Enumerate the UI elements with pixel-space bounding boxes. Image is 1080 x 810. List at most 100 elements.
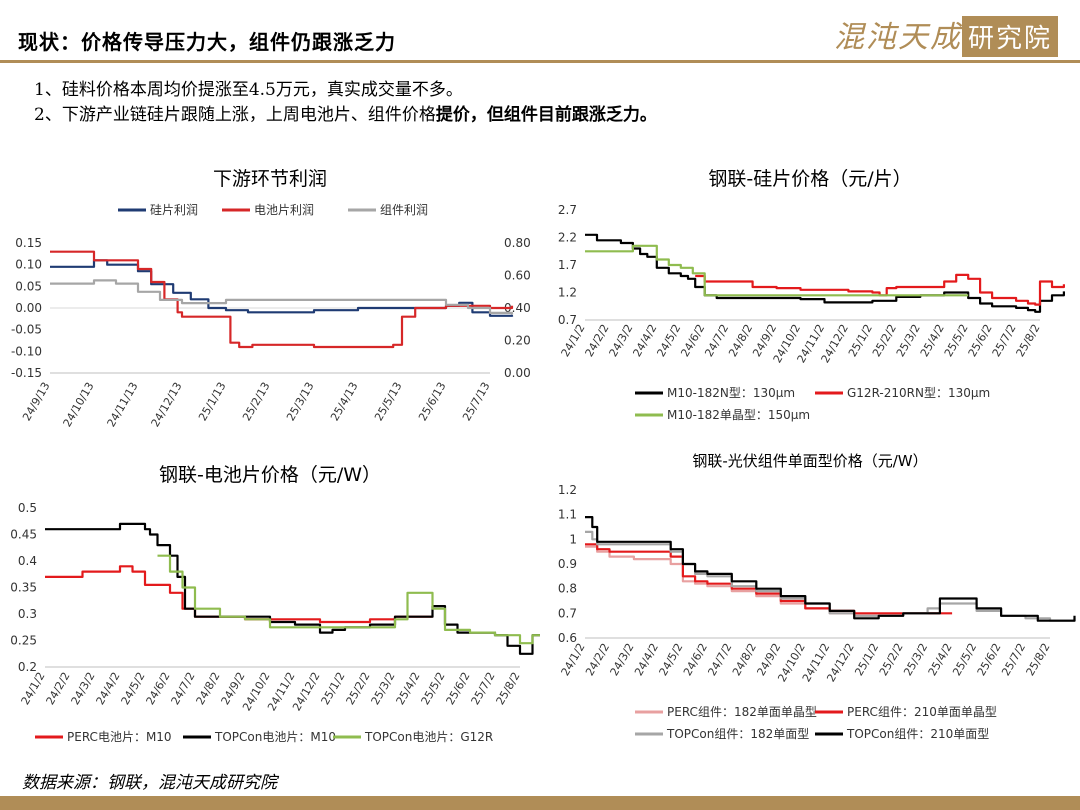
x-tick-label: 24/5/2	[119, 670, 148, 707]
y-tick-label: 1.1	[558, 508, 577, 522]
x-tick-label: 25/8/2	[1024, 641, 1053, 678]
legend-label: PERC电池片：M10	[67, 730, 172, 744]
y-tick-label: 0.35	[10, 581, 37, 595]
y-tick-label: 1.2	[558, 483, 577, 497]
y-tick-label: 0.2	[18, 660, 37, 674]
legend-label: TOPCon组件：182单面型	[666, 727, 809, 741]
legend-label: M10-182N型：130μm	[667, 386, 795, 400]
x-tick-label: 25/1/13	[196, 380, 228, 423]
series-line	[50, 250, 514, 349]
x-tick-label: 24/6/2	[144, 670, 173, 707]
y-tick-label: 0.8	[558, 582, 577, 596]
y-tick-label: 2.2	[558, 231, 577, 245]
y-tick-label: 1.2	[558, 286, 577, 300]
series-line	[45, 565, 433, 624]
chart-downstream-profit: 下游环节利润 0.15 0.10 0.05 0.00 -0.05 -0.10 -0.15 0.8…	[0, 155, 540, 455]
y-tick-label: 0.05	[15, 279, 42, 293]
y-tick-label: 0.25	[10, 634, 37, 648]
y-tick-label: 1	[569, 532, 577, 546]
legend-label: 硅片利润	[150, 203, 198, 217]
chart-svg: 钢联-光伏组件单面型价格（元/W）1.21.110.90.80.70.624/1…	[558, 452, 1076, 741]
logo-main-text: 混沌天成	[833, 20, 962, 55]
y2-tick-label: 0.00	[504, 366, 531, 380]
series-line	[585, 543, 953, 615]
y-tick-label: 0.10	[15, 258, 42, 272]
chart-svg: 下游环节利润 0.15 0.10 0.05 0.00 -0.05 -0.10 -0.15 0.8…	[11, 168, 531, 429]
chart-wafer-price: 钢联-硅片价格（元/片） 2.7 2.2 1.7 1.2 0.7 24/1/2 24/2/2 2…	[540, 155, 1080, 455]
x-tick-label: 24/11/13	[105, 380, 141, 429]
x-tick-label: 24/8/2	[194, 670, 223, 707]
chart-title: 钢联-光伏组件单面型价格（元/W）	[692, 452, 927, 470]
bullet-1: 1、硅料价格本周均价提涨至4.5万元，真实成交量不多。	[34, 78, 657, 103]
y-tick-label: -0.05	[11, 323, 42, 337]
y-tick-label: 0.15	[15, 236, 42, 250]
legend-label: TOPCon组件：210单面型	[846, 727, 989, 741]
logo-box-text: 研究院	[961, 16, 1058, 57]
legend-label: PERC组件：210单面单晶型	[847, 705, 997, 719]
bullet-2: 2、下游产业链硅片跟随上涨，上周电池片、组件价格提价，但组件目前跟涨乏力。	[34, 103, 657, 128]
legend-label: M10-182单晶型：150μm	[667, 408, 810, 422]
x-tick-label: 25/6/13	[416, 380, 448, 423]
x-tick-label: 24/7/2	[169, 670, 198, 707]
x-tick-label: 25/3/2	[369, 670, 398, 707]
legend-label: G12R-210RN型：130μm	[847, 386, 990, 400]
x-tick-label: 24/12/13	[149, 380, 185, 429]
page-title: 现状：价格传导压力大，组件仍跟涨乏力	[18, 30, 396, 54]
series-line	[585, 233, 1065, 313]
x-tick-label: 24/4/2	[94, 670, 123, 707]
legend-label: TOPCon电池片：G12R	[364, 730, 493, 744]
legend-label: PERC组件：182单面单晶型	[667, 705, 817, 719]
series-line	[585, 244, 969, 297]
y-tick-label: 0.00	[15, 301, 42, 315]
series-line	[50, 279, 514, 315]
x-tick-label: 24/2/2	[44, 670, 73, 707]
x-tick-label: 25/8/2	[1014, 322, 1043, 359]
y-tick-label: 0.9	[558, 557, 577, 571]
y-tick-label: 2.7	[558, 203, 577, 217]
x-tick-label: 24/9/13	[20, 380, 52, 423]
series-line	[695, 273, 1065, 306]
series-line	[45, 522, 540, 655]
y-tick-label: 0.5	[18, 501, 37, 515]
x-tick-label: 25/4/13	[328, 380, 360, 423]
x-tick-label: 24/10/13	[61, 380, 97, 429]
y-tick-label: 0.45	[10, 528, 37, 542]
x-tick-label: 25/3/13	[284, 380, 316, 423]
legend-label: TOPCon电池片：M10	[214, 730, 336, 744]
y-tick-label: -0.15	[11, 366, 42, 380]
series-line	[157, 554, 540, 645]
summary-bullets: 1、硅料价格本周均价提涨至4.5万元，真实成交量不多。 2、下游产业链硅片跟随上…	[34, 78, 657, 128]
bullet-2-bold: 提价，但组件目前跟涨乏力。	[435, 105, 657, 125]
x-tick-label: 24/3/2	[69, 670, 98, 707]
x-tick-label: 25/5/2	[419, 670, 448, 707]
y-tick-label: 0.4	[18, 554, 37, 568]
x-tick-label: 25/6/2	[444, 670, 473, 707]
x-tick-label: 25/2/2	[344, 670, 373, 707]
x-tick-label: 25/7/2	[469, 670, 498, 707]
y-tick-label: 0.7	[558, 313, 577, 327]
chart-svg: 钢联-电池片价格（元/W）0.50.450.40.350.30.250.224/…	[10, 464, 540, 744]
y-tick-label: 1.7	[558, 258, 577, 272]
header-divider	[0, 60, 1080, 63]
x-tick-label: 25/4/2	[394, 670, 423, 707]
x-tick-label: 25/8/2	[494, 670, 523, 707]
bullet-1-text: 1、硅料价格本周均价提涨至4.5万元，真实成交量不多。	[34, 80, 463, 100]
x-tick-label: 25/2/13	[240, 380, 272, 423]
legend-label: 组件利润	[380, 203, 428, 217]
y2-tick-label: 0.20	[504, 334, 531, 348]
y2-tick-label: 0.40	[504, 301, 531, 315]
series-line	[50, 259, 514, 317]
x-tick-label: 25/5/13	[372, 380, 404, 423]
chart-title: 钢联-硅片价格（元/片）	[708, 168, 911, 190]
series-line	[585, 516, 1076, 622]
y-tick-label: 0.6	[558, 631, 577, 645]
page-header: 现状：价格传导压力大，组件仍跟涨乏力 混沌天成 研究院	[0, 0, 1080, 66]
y2-tick-label: 0.60	[504, 269, 531, 283]
legend-label: 电池片利润	[254, 203, 314, 217]
y2-tick-label: 0.80	[504, 236, 531, 250]
chart-title: 下游环节利润	[213, 168, 327, 190]
x-tick-label: 25/1/2	[319, 670, 348, 707]
x-tick-label: 24/1/2	[19, 670, 48, 707]
chart-svg: 钢联-硅片价格（元/片）2.72.21.71.20.724/1/224/2/22…	[558, 168, 1065, 422]
y-tick-label: -0.10	[11, 344, 42, 358]
